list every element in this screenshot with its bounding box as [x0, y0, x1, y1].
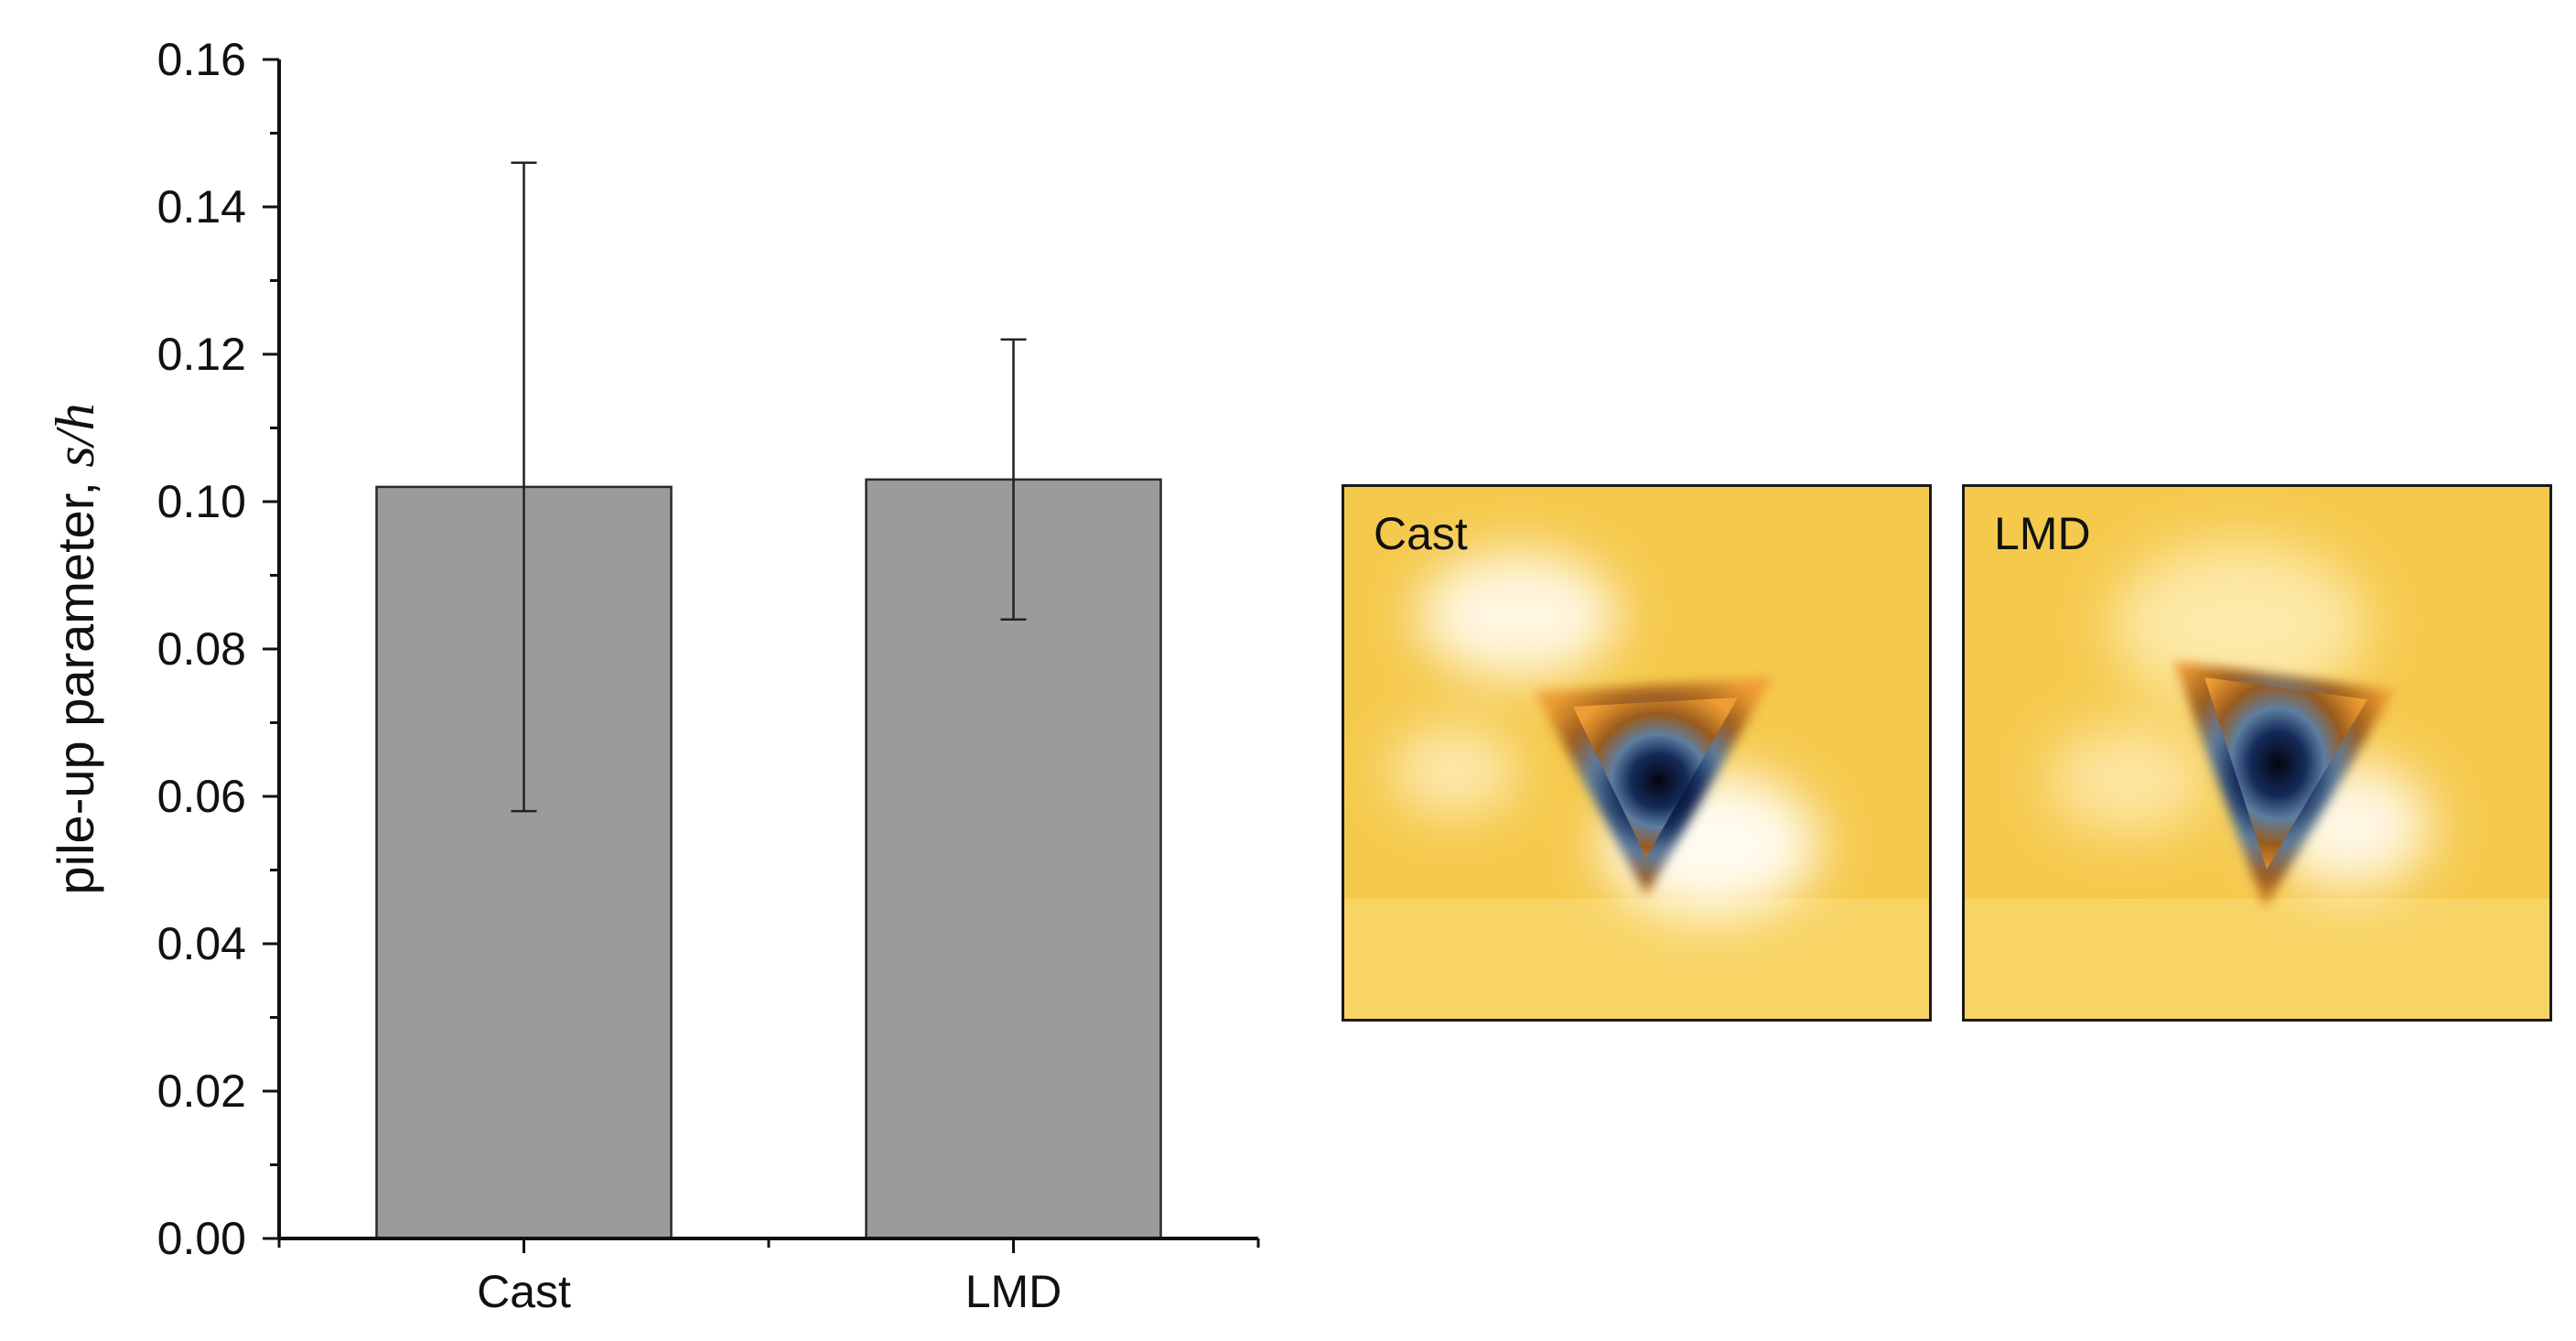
- x-tick-label-lmd: LMD: [965, 1266, 1062, 1317]
- y-ticks-group: 0.00 0.02 0.04 0.06 0.08 0.10 0.12 0.14 0.16: [157, 34, 279, 1264]
- y-tick-label: 0.10: [157, 476, 246, 527]
- y-tick-label: 0.08: [157, 623, 246, 675]
- image-label-cast: Cast: [1374, 508, 1468, 559]
- afm-image-lmd: LMD: [1962, 484, 2552, 1022]
- image-label-lmd: LMD: [1994, 508, 2091, 559]
- afm-image-lmd-graphic: [1965, 487, 2549, 1019]
- y-axis-title: pile-up parameter, s/h: [45, 404, 105, 895]
- bars-group: [375, 478, 1162, 1240]
- y-tick-label: 0.00: [157, 1213, 246, 1264]
- bar-chart: 0.00 0.02 0.04 0.06 0.08 0.10 0.12 0.14 0.16 Cas…: [45, 34, 1260, 1317]
- y-axis-title-symbol: s/h: [45, 404, 105, 468]
- afm-image-cast-graphic: [1344, 487, 1929, 1019]
- y-tick-label: 0.04: [157, 918, 246, 969]
- y-tick-label: 0.14: [157, 181, 246, 233]
- errorbars-group: [511, 161, 1027, 813]
- y-axis-title-text: pile-up parameter,: [47, 468, 104, 895]
- y-tick-label: 0.16: [157, 34, 246, 85]
- y-tick-label: 0.06: [157, 771, 246, 822]
- x-tick-label-cast: Cast: [477, 1266, 571, 1317]
- y-tick-label: 0.12: [157, 329, 246, 380]
- y-tick-label: 0.02: [157, 1065, 246, 1117]
- afm-image-cast: Cast: [1342, 484, 1932, 1022]
- x-ticks-group: Cast LMD: [277, 1238, 1260, 1317]
